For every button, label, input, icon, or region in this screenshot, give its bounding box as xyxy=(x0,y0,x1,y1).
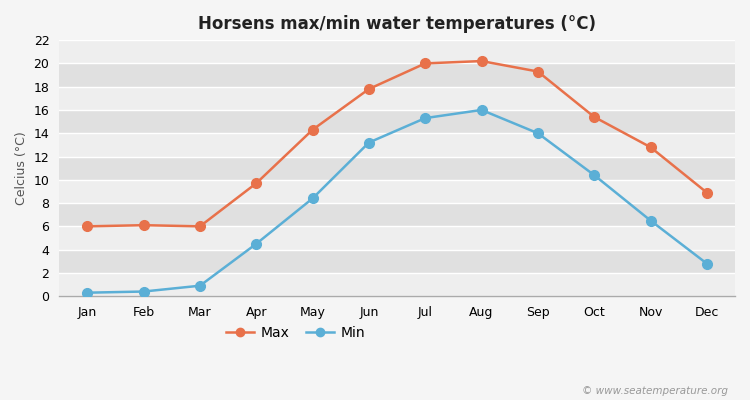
Min xyxy=(252,242,261,246)
Min xyxy=(364,140,374,145)
Line: Max: Max xyxy=(82,56,712,231)
Min xyxy=(533,131,542,136)
Max xyxy=(252,181,261,186)
Min xyxy=(196,283,205,288)
Bar xyxy=(59,110,735,133)
Min xyxy=(308,196,317,201)
Legend: Max, Min: Max, Min xyxy=(220,320,371,346)
Min xyxy=(140,289,148,294)
Max xyxy=(646,145,655,150)
Max xyxy=(533,69,542,74)
Min xyxy=(82,290,92,295)
Line: Min: Min xyxy=(82,105,712,298)
Bar xyxy=(59,133,735,156)
Max xyxy=(196,224,205,229)
Min xyxy=(590,173,598,178)
Min xyxy=(702,261,711,266)
Title: Horsens max/min water temperatures (°C): Horsens max/min water temperatures (°C) xyxy=(198,15,596,33)
Bar xyxy=(59,40,735,63)
Max xyxy=(702,190,711,195)
Y-axis label: Celcius (°C): Celcius (°C) xyxy=(15,131,28,205)
Bar xyxy=(59,156,735,180)
Bar xyxy=(59,63,735,87)
Bar xyxy=(59,250,735,273)
Max xyxy=(364,86,374,91)
Bar xyxy=(59,180,735,203)
Min xyxy=(421,116,430,120)
Max xyxy=(140,223,148,228)
Max xyxy=(477,59,486,64)
Bar xyxy=(59,273,735,296)
Max xyxy=(308,127,317,132)
Max xyxy=(590,114,598,119)
Max xyxy=(421,61,430,66)
Min xyxy=(477,108,486,112)
Min xyxy=(646,218,655,223)
Bar xyxy=(59,87,735,110)
Bar xyxy=(59,226,735,250)
Text: © www.seatemperature.org: © www.seatemperature.org xyxy=(581,386,728,396)
Max xyxy=(82,224,92,229)
Bar xyxy=(59,203,735,226)
